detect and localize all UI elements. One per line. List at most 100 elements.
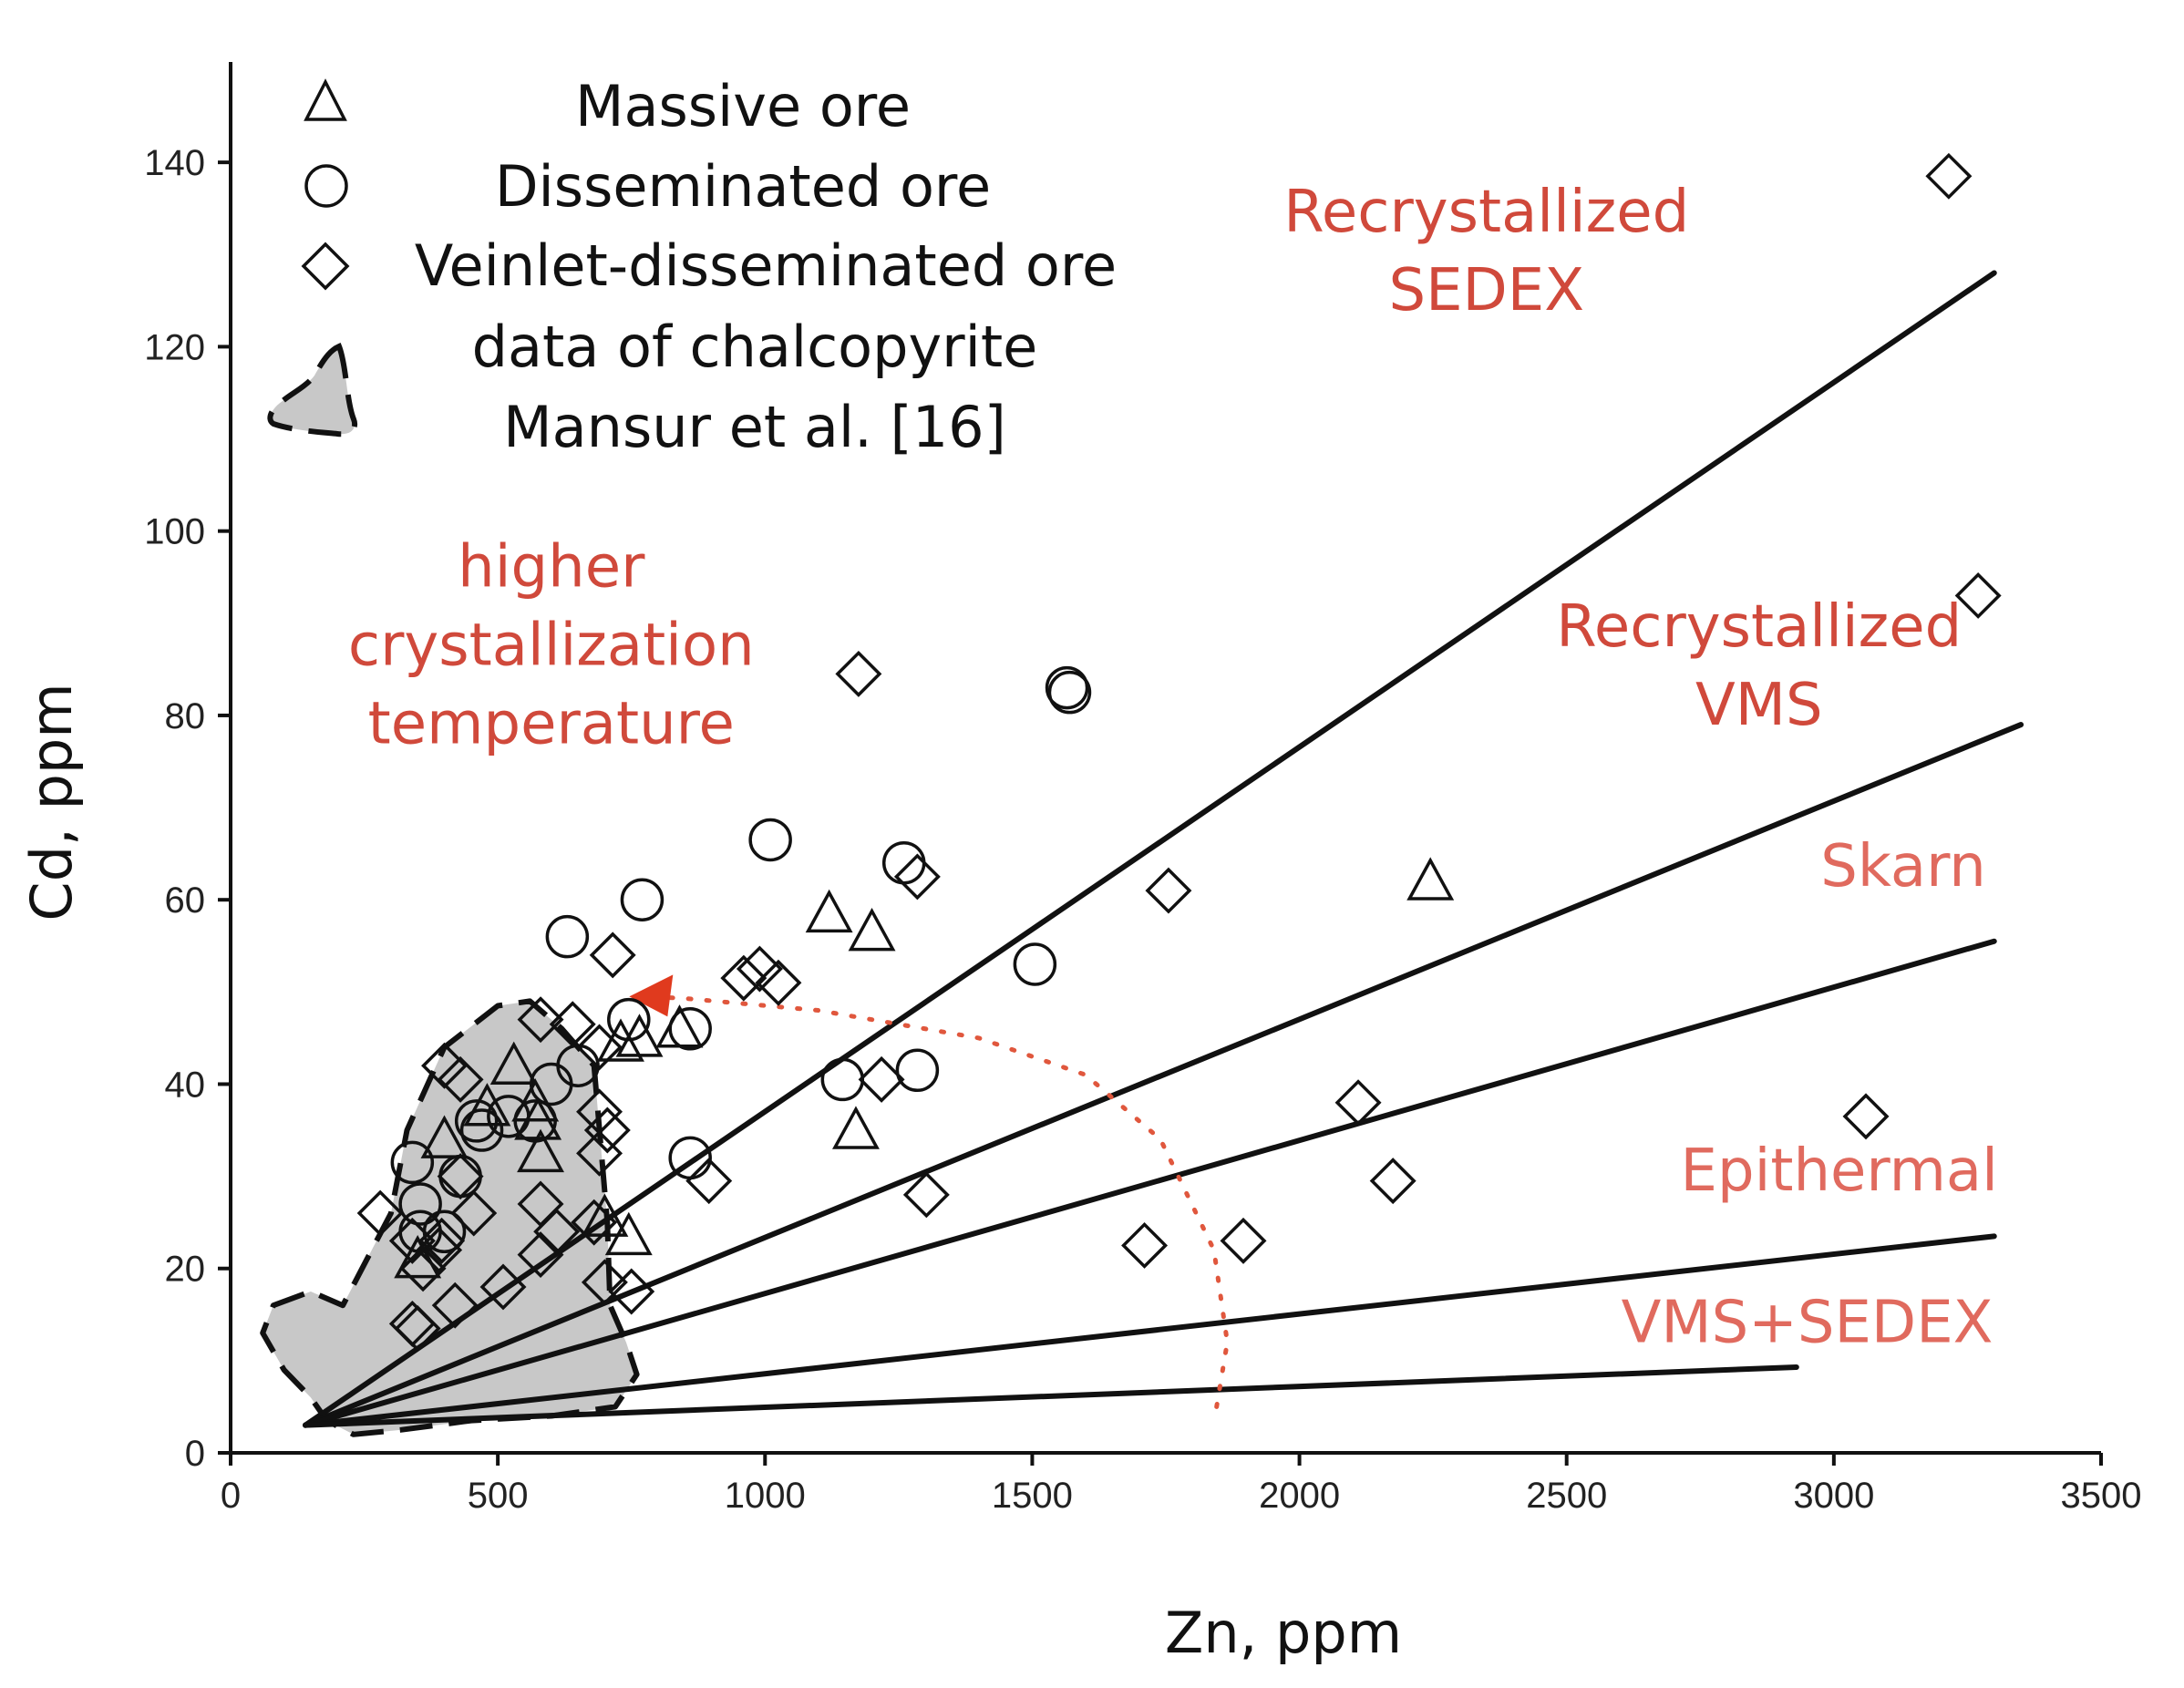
disseminated-ore-point xyxy=(1045,665,1089,710)
veinlet-disseminated-ore-point xyxy=(1220,1217,1267,1264)
veinlet-disseminated-ore-point xyxy=(418,1217,466,1264)
massive-ore-point xyxy=(517,1128,564,1173)
massive-ore-point xyxy=(832,1106,880,1149)
y-tick-label-0: 0 xyxy=(185,1434,205,1474)
x-tick-label-2500: 2500 xyxy=(1526,1476,1607,1516)
veinlet-disseminated-ore-point xyxy=(517,996,564,1044)
x-tick-label-3000: 3000 xyxy=(1793,1476,1874,1516)
label-recrystallized-vms-1: Recrystallized xyxy=(1556,593,1962,661)
mansur-field-layer xyxy=(260,998,640,1437)
legend: Massive ore Disseminated ore Veinlet-dis… xyxy=(267,73,1117,460)
boundary-line-1 xyxy=(303,270,1997,1428)
y-tick-label-100: 100 xyxy=(144,512,205,552)
massive-ore-point xyxy=(489,1041,538,1085)
label-vms-sedex: VMS+SEDEX xyxy=(1622,1290,1993,1357)
veinlet-disseminated-ore-point xyxy=(1369,1158,1417,1205)
massive-ore-point xyxy=(420,1115,469,1158)
trend-dotted-line xyxy=(644,993,1230,1409)
veinlet-disseminated-ore-point xyxy=(450,1189,498,1237)
legend-label-veinlet: Veinlet-disseminated ore xyxy=(415,232,1117,299)
disseminated-ore-point xyxy=(748,818,792,862)
veinlet-disseminated-ore-point xyxy=(1145,867,1192,914)
label-recrystallized-sedex-2: SEDEX xyxy=(1388,257,1584,324)
veinlet-disseminated-ore-point xyxy=(437,1153,484,1200)
y-tick-label-20: 20 xyxy=(165,1250,206,1290)
disseminated-ore-point xyxy=(881,840,926,885)
y-tick-label-80: 80 xyxy=(165,696,206,736)
veinlet-disseminated-ore-point xyxy=(858,1055,905,1103)
legend-gray-field-swatch xyxy=(267,343,357,437)
veinlet-disseminated-ore-point xyxy=(581,1259,628,1306)
veinlet-disseminated-ore-point xyxy=(394,1304,441,1352)
y-tick-label-140: 140 xyxy=(144,143,205,183)
data-points-layer xyxy=(356,152,2002,1352)
disseminated-ore-point xyxy=(668,1136,712,1180)
veinlet-disseminated-ore-point xyxy=(1121,1221,1169,1269)
trend-arrowhead xyxy=(629,974,674,1017)
boundary-line-5 xyxy=(303,1364,1799,1428)
disseminated-ore-point xyxy=(607,997,651,1042)
veinlet-disseminated-ore-point xyxy=(1925,152,1973,200)
x-tick-label-0: 0 xyxy=(221,1476,241,1516)
massive-ore-point xyxy=(511,1078,560,1122)
trend-arrow-layer xyxy=(629,974,1230,1409)
veinlet-disseminated-ore-point xyxy=(576,1129,623,1177)
disseminated-ore-point xyxy=(487,1095,531,1138)
disseminated-ore-point xyxy=(820,1057,865,1102)
disseminated-ore-point xyxy=(1047,670,1092,715)
massive-ore-point xyxy=(615,1014,664,1057)
disseminated-ore-point xyxy=(398,1182,442,1226)
disseminated-ore-point xyxy=(620,878,664,921)
annotation-line-3: temperature xyxy=(368,690,735,757)
massive-ore-point xyxy=(604,1211,653,1256)
legend-label-chalcopyrite: data of chalcopyrite xyxy=(472,314,1038,380)
veinlet-disseminated-ore-point xyxy=(1954,571,2002,619)
veinlet-disseminated-ore-point xyxy=(437,1055,484,1103)
label-epithermal: Epithermal xyxy=(1681,1137,1998,1205)
veinlet-disseminated-ore-point xyxy=(1842,1093,1890,1140)
boundary-line-3 xyxy=(303,938,1997,1428)
y-axis-title: Cd, ppm xyxy=(18,683,85,921)
legend-circle-marker xyxy=(304,164,348,208)
legend-label-disseminated: Disseminated ore xyxy=(495,153,991,220)
boundary-lines-layer xyxy=(303,270,2024,1428)
mansur-field-area xyxy=(260,998,640,1437)
veinlet-disseminated-ore-point xyxy=(517,1231,564,1279)
veinlet-disseminated-ore-point xyxy=(399,1245,447,1292)
boundary-line-4 xyxy=(303,1233,1997,1428)
x-tick-label-3500: 3500 xyxy=(2061,1476,2142,1516)
disseminated-ore-point xyxy=(668,1007,712,1051)
veinlet-disseminated-ore-point xyxy=(356,1189,404,1237)
veinlet-disseminated-ore-point xyxy=(571,1199,618,1246)
y-tick-label-60: 60 xyxy=(165,880,206,921)
disseminated-ore-point xyxy=(459,1108,504,1152)
x-tick-label-500: 500 xyxy=(468,1476,529,1516)
legend-label-massive: Massive ore xyxy=(575,73,911,139)
disseminated-ore-point xyxy=(454,1099,499,1143)
massive-ore-point xyxy=(1406,857,1455,901)
axis-ticks-layer: 0 500 1000 1500 2000 2500 3000 3500 0 20 40 60 80 100… xyxy=(144,143,2141,1516)
disseminated-ore-point xyxy=(390,1140,435,1185)
veinlet-disseminated-ore-point xyxy=(902,1171,950,1219)
massive-ore-point xyxy=(848,907,896,952)
disseminated-ore-point xyxy=(895,1048,940,1093)
veinlet-disseminated-ore-point xyxy=(608,1268,655,1315)
veinlet-disseminated-ore-point xyxy=(736,945,783,993)
veinlet-disseminated-ore-point xyxy=(835,650,882,697)
label-skarn: Skarn xyxy=(1820,833,1986,901)
y-tick-label-40: 40 xyxy=(165,1065,206,1105)
x-axis-title: Zn, ppm xyxy=(1165,1600,1402,1666)
label-recrystallized-sedex-1: Recrystallized xyxy=(1283,179,1689,246)
x-tick-label-2000: 2000 xyxy=(1259,1476,1340,1516)
veinlet-disseminated-ore-point xyxy=(533,1208,581,1255)
legend-label-mansur: Mansur et al. [16] xyxy=(503,394,1006,460)
boundary-line-2 xyxy=(303,722,2024,1428)
veinlet-disseminated-ore-point xyxy=(589,931,636,979)
y-tick-label-120: 120 xyxy=(144,327,205,367)
veinlet-disseminated-ore-point xyxy=(583,1106,631,1154)
x-tick-label-1500: 1500 xyxy=(992,1476,1073,1516)
veinlet-disseminated-ore-point xyxy=(685,1158,733,1205)
disseminated-ore-point xyxy=(1013,942,1057,986)
veinlet-disseminated-ore-point xyxy=(479,1263,527,1311)
